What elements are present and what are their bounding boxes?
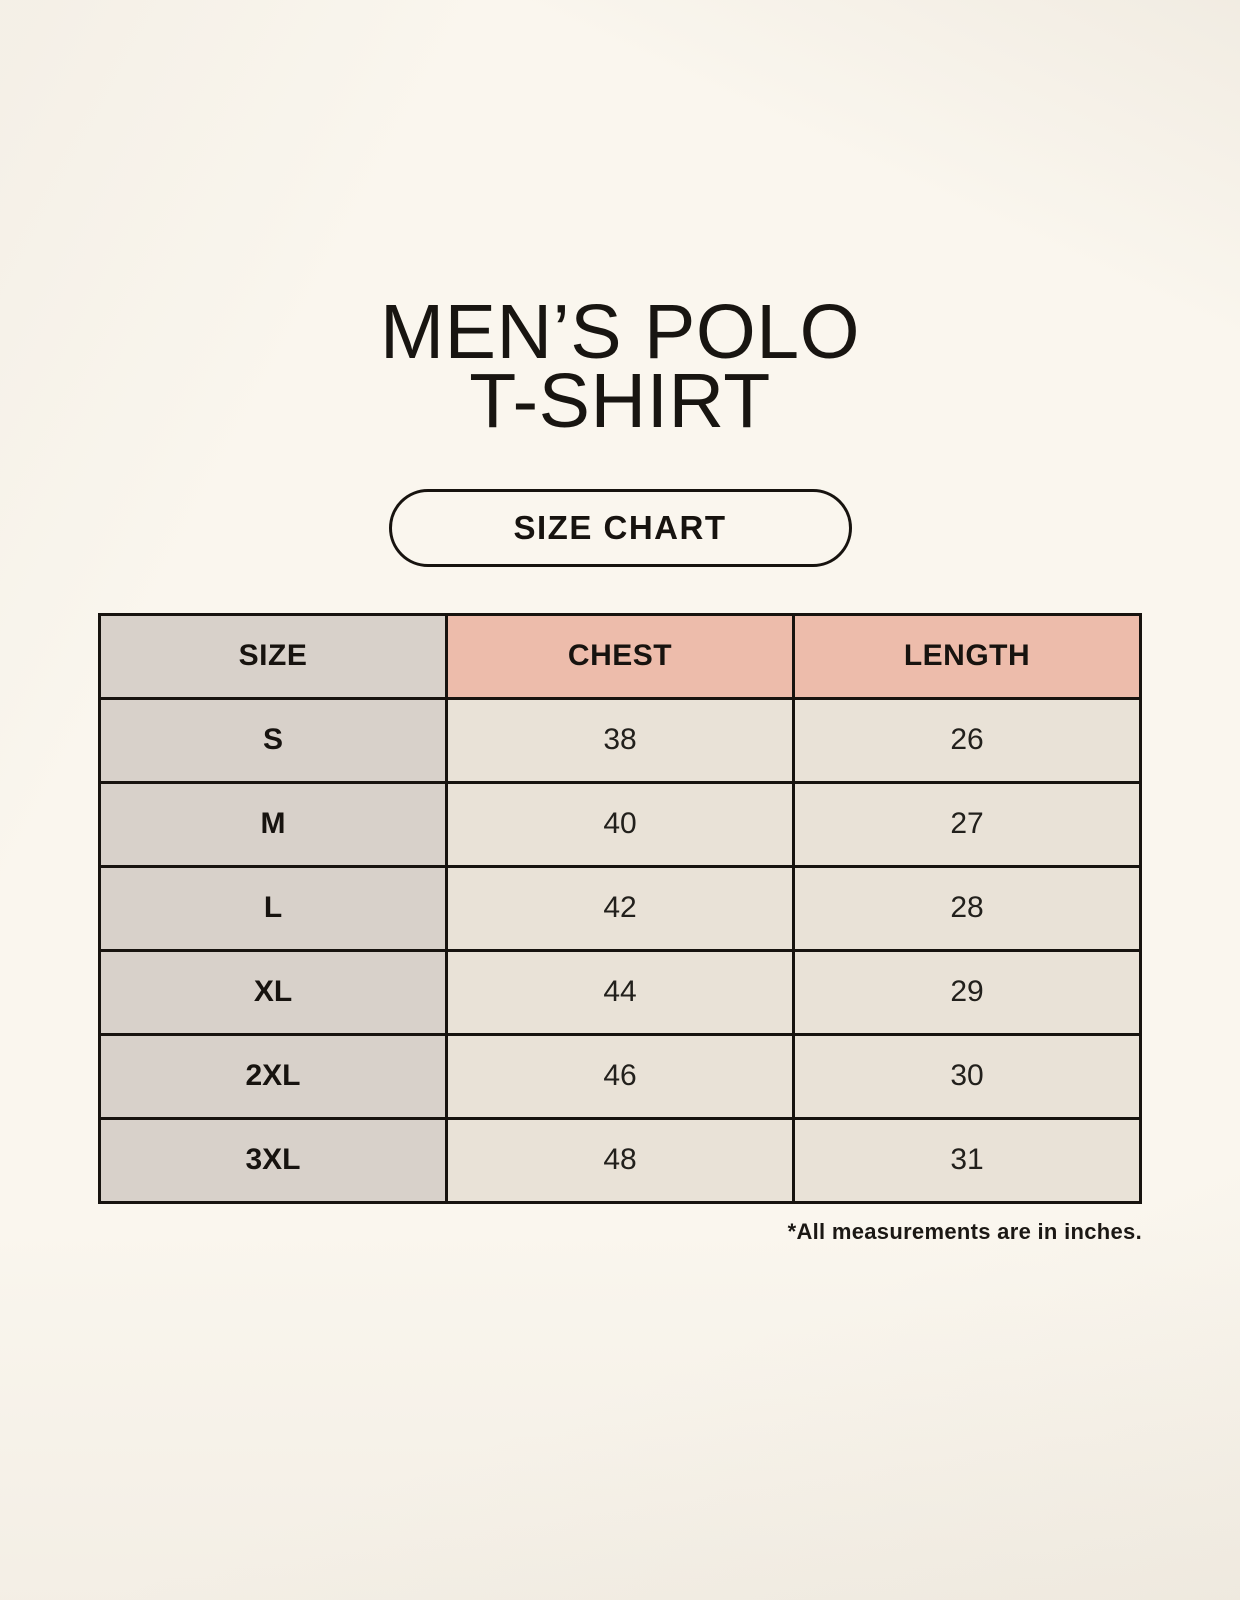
size-cell: 3XL	[98, 1116, 448, 1204]
size-cell: S	[98, 696, 448, 784]
chest-cell: 44	[445, 948, 795, 1036]
length-cell: 31	[792, 1116, 1142, 1204]
size-cell: XL	[98, 948, 448, 1036]
size-chart-badge-label: SIZE CHART	[513, 508, 727, 546]
chest-cell: 42	[445, 864, 795, 952]
length-cell: 26	[792, 696, 1142, 784]
table-row-2xl: 2XL 46 30	[98, 1032, 1142, 1120]
size-chart-badge: SIZE CHART	[388, 488, 852, 567]
size-table: SIZE CHEST LENGTH S 38 26 M 40 27 L 42 2…	[98, 612, 1142, 1204]
chest-cell: 48	[445, 1116, 795, 1204]
size-table-header: SIZE CHEST LENGTH	[98, 612, 1142, 700]
header-row: SIZE CHEST LENGTH	[98, 612, 1142, 700]
header-cell-length: LENGTH	[792, 612, 1142, 700]
title-line-2: T-SHIRT	[469, 358, 771, 445]
table-row-m: M 40 27	[98, 780, 1142, 868]
length-cell: 29	[792, 948, 1142, 1036]
table-row-l: L 42 28	[98, 864, 1142, 952]
measurements-footnote: *All measurements are in inches.	[787, 1218, 1142, 1244]
size-chart-poster: MEN’S POLO T-SHIRT SIZE CHART SIZE CHEST…	[0, 289, 1240, 1244]
chest-cell: 40	[445, 780, 795, 868]
chest-cell: 38	[445, 696, 795, 784]
length-cell: 28	[792, 864, 1142, 952]
title-line-1: MEN’S POLO	[380, 289, 860, 375]
size-cell: M	[98, 780, 448, 868]
table-row-s: S 38 26	[98, 696, 1142, 784]
chest-cell: 46	[445, 1032, 795, 1120]
header-cell-chest: CHEST	[445, 612, 795, 700]
length-cell: 27	[792, 780, 1142, 868]
size-table-body: S 38 26 M 40 27 L 42 28 XL 44 29 2XL 46	[98, 696, 1142, 1204]
length-cell: 30	[792, 1032, 1142, 1120]
size-cell: 2XL	[98, 1032, 448, 1120]
table-row-3xl: 3XL 48 31	[98, 1116, 1142, 1204]
table-row-xl: XL 44 29	[98, 948, 1142, 1036]
page-title: MEN’S POLO T-SHIRT	[0, 289, 1240, 445]
size-cell: L	[98, 864, 448, 952]
header-cell-size: SIZE	[98, 612, 448, 700]
